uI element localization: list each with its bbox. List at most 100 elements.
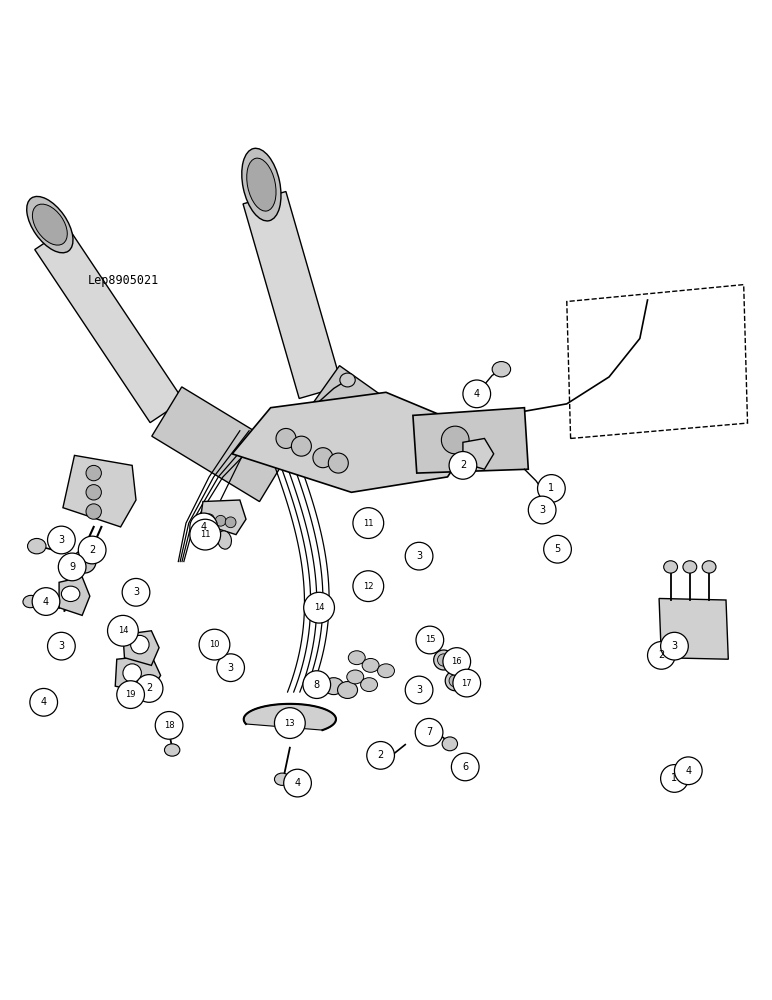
Circle shape [303,671,330,698]
Text: 17: 17 [462,679,472,688]
Ellipse shape [86,504,101,519]
Text: 7: 7 [426,727,432,737]
Ellipse shape [164,744,180,756]
Text: 11: 11 [200,530,211,539]
Ellipse shape [323,678,344,695]
Text: 4: 4 [41,697,47,707]
Circle shape [661,632,689,660]
Ellipse shape [445,671,466,691]
Ellipse shape [449,675,462,687]
Text: 9: 9 [69,562,75,572]
Ellipse shape [309,674,329,691]
Circle shape [190,513,218,541]
Polygon shape [413,408,528,473]
Circle shape [190,519,221,550]
Polygon shape [35,227,184,423]
Polygon shape [152,387,290,502]
Circle shape [353,571,384,602]
Text: 11: 11 [363,519,374,528]
Text: 3: 3 [539,505,545,515]
Polygon shape [302,366,432,484]
Ellipse shape [442,737,458,751]
Text: 2: 2 [659,650,665,660]
Text: 2: 2 [378,750,384,760]
Ellipse shape [242,148,281,221]
Ellipse shape [32,204,67,245]
Text: 14: 14 [314,603,324,612]
Text: 2: 2 [146,683,152,693]
Circle shape [199,629,230,660]
Ellipse shape [291,436,311,456]
Ellipse shape [247,158,276,211]
Circle shape [59,553,86,581]
Ellipse shape [434,650,454,670]
Text: 8: 8 [313,680,320,690]
Ellipse shape [225,517,236,528]
Polygon shape [463,438,493,469]
Text: 5: 5 [554,544,560,554]
Circle shape [78,536,106,564]
Ellipse shape [426,634,438,646]
Ellipse shape [204,514,215,525]
Ellipse shape [86,465,101,481]
Circle shape [415,718,443,746]
Circle shape [463,380,491,408]
Text: 10: 10 [209,640,220,649]
Polygon shape [243,192,342,398]
Text: 4: 4 [474,389,480,399]
Text: 16: 16 [452,657,462,666]
Text: 4: 4 [43,597,49,607]
Text: 3: 3 [672,641,678,651]
Text: 4: 4 [201,522,207,532]
Circle shape [32,588,60,615]
Ellipse shape [215,515,226,526]
Text: 3: 3 [416,685,422,695]
Polygon shape [123,631,159,665]
Text: 18: 18 [164,721,174,730]
Ellipse shape [28,538,46,554]
Text: 1: 1 [548,483,554,493]
Ellipse shape [664,561,678,573]
Ellipse shape [218,531,232,549]
Ellipse shape [313,448,333,468]
Polygon shape [232,392,479,492]
Circle shape [405,542,433,570]
Ellipse shape [347,670,364,684]
Ellipse shape [539,478,559,498]
Circle shape [405,676,433,704]
Circle shape [648,642,676,669]
Circle shape [217,654,245,682]
Ellipse shape [73,550,96,573]
Ellipse shape [442,426,469,454]
Circle shape [537,475,565,502]
Circle shape [283,769,311,797]
Text: 3: 3 [133,587,139,597]
Circle shape [367,742,394,769]
Circle shape [453,669,481,697]
Circle shape [48,526,75,554]
Text: 1: 1 [672,773,678,783]
Ellipse shape [367,746,386,762]
Ellipse shape [378,664,394,678]
Ellipse shape [62,586,80,602]
Ellipse shape [340,373,355,387]
Ellipse shape [276,428,296,448]
Text: 4: 4 [294,778,300,788]
Circle shape [107,615,138,646]
Circle shape [443,648,471,675]
Circle shape [30,688,58,716]
Text: 3: 3 [59,641,64,651]
Ellipse shape [493,362,510,377]
Text: 3: 3 [228,663,234,673]
Circle shape [117,681,144,708]
Ellipse shape [438,654,450,666]
Ellipse shape [348,651,365,665]
Text: 6: 6 [462,762,469,772]
Text: 3: 3 [416,551,422,561]
Polygon shape [59,577,90,615]
Text: 13: 13 [285,719,295,728]
Circle shape [135,675,163,702]
Circle shape [155,712,183,739]
Ellipse shape [361,678,378,692]
Circle shape [275,708,305,738]
